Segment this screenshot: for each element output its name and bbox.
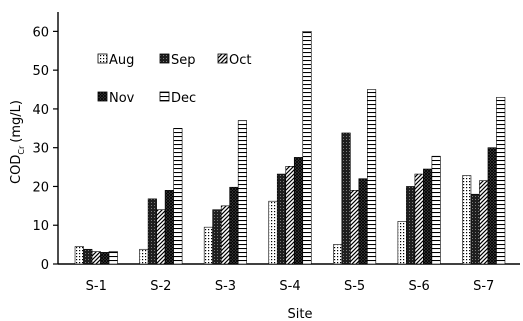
bar-s-6-dec: [431, 155, 441, 265]
y-axis-title-unit: (mg/L): [9, 100, 24, 143]
bar-s-4-dec: [302, 31, 312, 265]
bar-s-4-oct: [285, 166, 295, 265]
x-tick-label: S-5: [344, 279, 365, 294]
legend-label-sep: Sep: [171, 53, 196, 68]
bar-s-5-oct: [350, 190, 360, 265]
legend-label-dec: Dec: [171, 91, 196, 106]
legend: Aug Sep Oct Nov Dec: [97, 53, 251, 106]
bar-s-3-aug: [203, 226, 213, 265]
bar-s-6-nov: [423, 168, 433, 265]
bar-s-4-nov: [293, 157, 304, 265]
bar-s-6-oct: [414, 173, 424, 265]
legend-label-nov: Nov: [109, 91, 135, 106]
bar-s-7-oct: [479, 180, 489, 265]
bar-s-2-nov: [164, 190, 174, 265]
x-tick-label: S-1: [86, 279, 107, 294]
legend-swatch-oct: [217, 53, 228, 64]
x-axis-ticks: S-1 S-2 S-3 S-4 S-5 S-6 S-7: [86, 279, 495, 294]
legend-swatch-nov: [97, 91, 108, 102]
x-axis-title: Site: [288, 307, 313, 321]
bar-s-7-dec: [496, 96, 506, 265]
bar-s-2-oct: [156, 209, 166, 265]
bar-s-1-nov: [100, 252, 110, 265]
x-tick-label: S-6: [409, 279, 430, 294]
bar-s-5-dec: [367, 89, 377, 265]
y-tick-label: 10: [32, 219, 49, 234]
y-tick-label: 0: [41, 258, 49, 273]
bar-s-7-nov: [487, 147, 497, 265]
y-tick-label: 20: [32, 180, 49, 195]
legend-swatch-aug: [97, 53, 108, 64]
y-tick-label: 50: [32, 64, 49, 79]
bar-s-7-aug: [462, 175, 472, 265]
bar-s-3-sep: [212, 209, 222, 265]
y-tick-label: 60: [32, 25, 49, 40]
y-axis-title-subscript: Cr: [17, 145, 26, 155]
bar-s-1-sep: [83, 248, 93, 265]
x-tick-label: S-2: [150, 279, 171, 294]
legend-label-oct: Oct: [229, 53, 251, 68]
y-tick-label: 40: [32, 103, 49, 118]
bar-s-2-dec: [173, 128, 183, 265]
legend-swatch-sep: [159, 53, 170, 64]
bar-s-6-aug: [397, 221, 407, 265]
x-tick-label: S-7: [473, 279, 494, 294]
bar-s-1-dec: [108, 251, 118, 265]
bar-s-4-sep: [276, 173, 287, 265]
bar-s-5-aug: [333, 244, 343, 265]
bar-s-1-oct: [91, 251, 101, 265]
y-axis-title-main: COD: [9, 155, 24, 184]
bar-s-3-oct: [220, 205, 230, 265]
y-axis-ticks: 0 10 20 30 40 50 60: [32, 25, 58, 273]
y-axis-title: CODCr (mg/L): [9, 100, 26, 184]
legend-swatch-dec: [159, 91, 170, 102]
bar-s-5-sep: [341, 132, 351, 265]
legend-label-aug: Aug: [109, 53, 134, 68]
bars: [74, 31, 506, 265]
bar-s-1-aug: [74, 246, 84, 265]
bar-s-7-sep: [470, 193, 480, 265]
bar-s-3-dec: [237, 120, 247, 265]
bar-s-6-sep: [406, 186, 416, 265]
x-tick-label: S-3: [215, 279, 236, 294]
bar-s-3-nov: [229, 186, 239, 265]
y-tick-label: 30: [32, 142, 49, 157]
bar-s-2-aug: [139, 248, 149, 265]
bar-s-5-nov: [358, 178, 368, 265]
bar-s-4-aug: [268, 200, 278, 265]
x-tick-label: S-4: [279, 279, 300, 294]
bar-s-2-sep: [147, 198, 157, 265]
